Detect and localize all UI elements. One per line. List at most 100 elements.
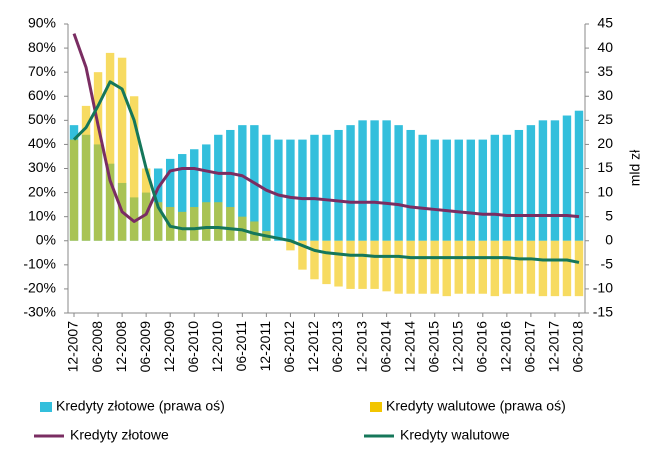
bar [165, 158, 175, 241]
bar [418, 134, 427, 241]
bar [478, 240, 488, 294]
bar [178, 211, 187, 241]
bar [129, 96, 139, 241]
y2-tick-label: 30 [597, 87, 613, 103]
y2-tick-label: -5 [601, 256, 614, 272]
bar [442, 240, 451, 297]
bar [358, 240, 367, 289]
y-tick-label: 30% [28, 159, 56, 175]
legend-swatch [370, 402, 382, 412]
y-tick-label: -10% [23, 256, 56, 272]
y2-tick-label: 20 [597, 135, 613, 151]
y2-tick-label: 0 [605, 231, 613, 247]
bar [214, 202, 223, 241]
x-tick-label: 12-2014 [401, 321, 417, 373]
bar [322, 134, 331, 241]
bar [346, 240, 355, 289]
bar [406, 129, 415, 241]
bar [93, 72, 103, 241]
bar [562, 240, 572, 297]
bar [190, 149, 199, 241]
y-tick-label: 80% [28, 39, 56, 55]
bar [214, 134, 223, 241]
x-tick-label: 06-2017 [522, 321, 538, 373]
bar [550, 240, 560, 297]
bar [478, 139, 488, 241]
bar [310, 134, 319, 241]
bar [454, 139, 463, 241]
bar [466, 240, 475, 294]
x-tick-label: 12-2011 [257, 321, 273, 372]
legend-label: Kredyty walutowe (prawa oś) [386, 398, 566, 414]
bar [394, 125, 403, 241]
x-tick-label: 12-2017 [546, 321, 562, 373]
y-tick-label: 50% [28, 111, 56, 127]
bar [81, 105, 91, 241]
bar [346, 125, 355, 241]
bar [262, 134, 271, 241]
y-tick-label: 70% [28, 63, 56, 79]
y2-tick-label: 5 [605, 207, 613, 223]
y-tick-label: -30% [23, 304, 56, 320]
line [72, 33, 580, 223]
x-tick-label: 12-2015 [449, 321, 465, 373]
x-tick-label: 12-2012 [305, 321, 321, 373]
x-tick-label: 06-2008 [89, 321, 105, 373]
bar [454, 240, 463, 294]
y2-tick-label: -15 [593, 304, 613, 320]
legend-label: Kredyty złotowe (prawa oś) [56, 398, 225, 414]
bar [382, 240, 391, 292]
bar [526, 240, 536, 294]
bar [502, 134, 512, 241]
y-tick-label: 90% [28, 15, 56, 31]
bar [358, 120, 367, 241]
bar [574, 110, 584, 241]
y-tick-label: 60% [28, 87, 56, 103]
bar [334, 240, 343, 287]
bar [490, 134, 500, 241]
x-tick-label: 06-2014 [377, 321, 393, 373]
legend-label: Kredyty walutowe [400, 427, 510, 443]
bar [514, 240, 524, 294]
bar [382, 120, 391, 241]
y-tick-label: 20% [28, 183, 56, 199]
bar [310, 240, 319, 280]
y-tick-label: -20% [23, 280, 56, 296]
x-tick-label: 06-2013 [329, 321, 345, 373]
bar [370, 240, 379, 289]
y2-tick-label: -10 [593, 280, 613, 296]
y-tick-label: 10% [28, 207, 56, 223]
bar [538, 120, 548, 241]
bar [550, 120, 560, 241]
bar [514, 129, 524, 241]
bar [322, 240, 331, 285]
y2-tick-label: 35 [597, 63, 613, 79]
bar [526, 125, 536, 241]
bar [502, 240, 512, 294]
y2-tick-label: 15 [597, 159, 613, 175]
bar [286, 240, 295, 251]
x-tick-label: 06-2016 [474, 321, 490, 373]
legend-swatch [40, 402, 52, 412]
bar [298, 240, 307, 270]
line [72, 80, 580, 264]
x-tick-label: 12-2008 [113, 321, 129, 373]
bar [442, 139, 451, 241]
y-tick-label: 0% [36, 231, 56, 247]
x-tick-label: 12-2010 [209, 321, 225, 373]
bar [490, 240, 500, 297]
x-tick-label: 06-2012 [281, 321, 297, 373]
bar [141, 168, 151, 241]
bar [394, 240, 403, 294]
bar [69, 139, 79, 241]
x-tick-label: 12-2013 [353, 321, 369, 373]
x-tick-label: 06-2009 [137, 321, 153, 373]
y-tick-label: 40% [28, 135, 56, 151]
bar [430, 240, 439, 294]
bar [250, 221, 259, 241]
x-tick-label: 06-2010 [185, 321, 201, 373]
y2-tick-label: 40 [597, 39, 613, 55]
bar [226, 207, 235, 241]
bar [466, 139, 475, 241]
